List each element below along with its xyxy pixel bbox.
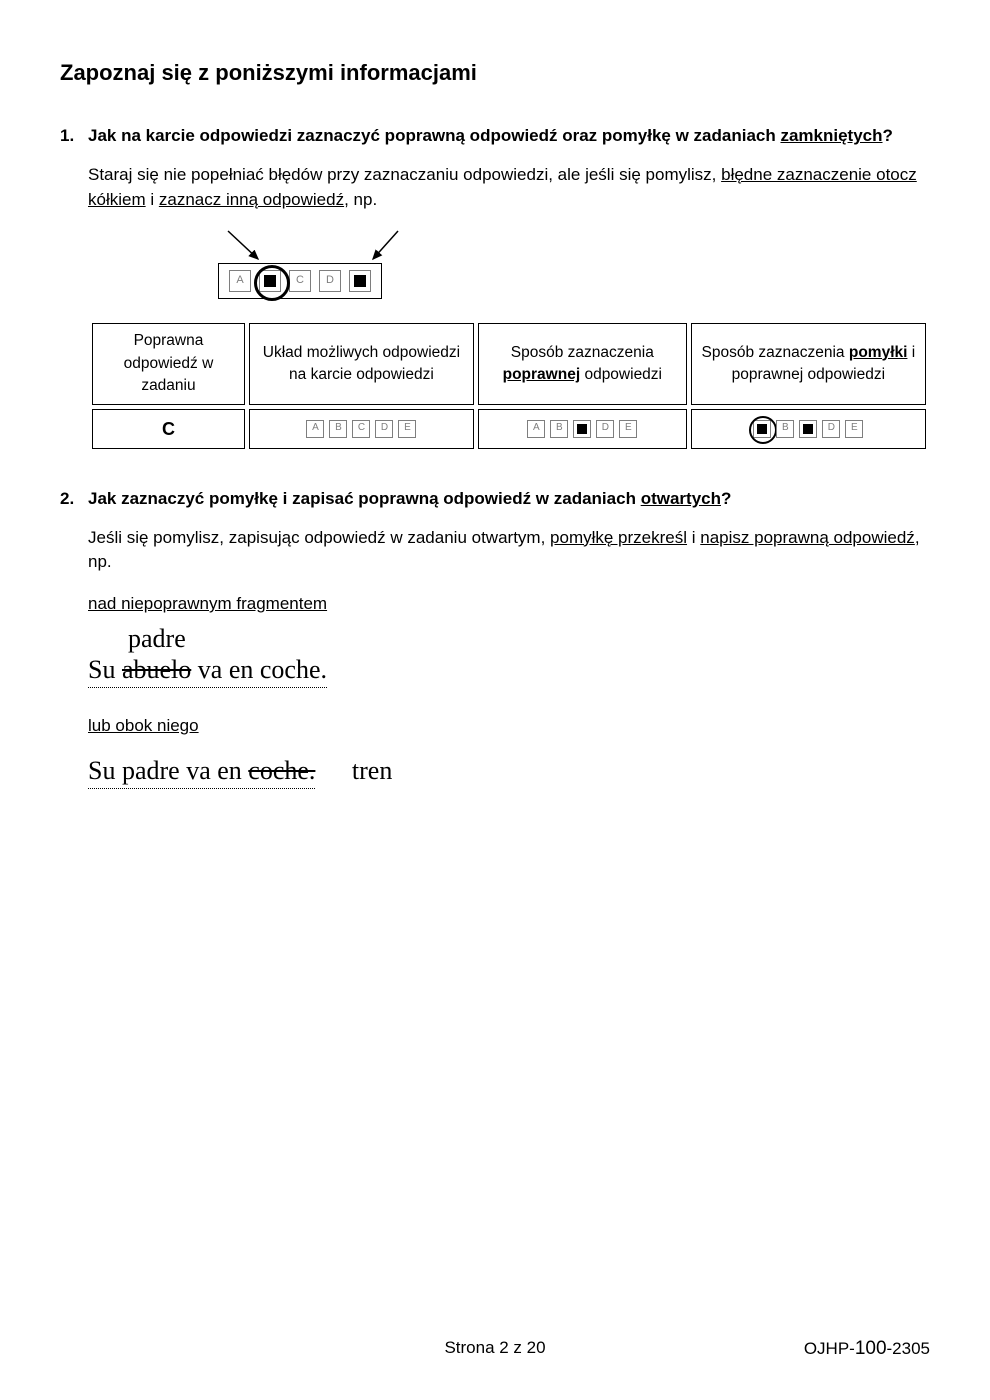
demo-diagram-inner: A CD [218,229,418,299]
answer-box-C [799,420,817,438]
example-2-beside: tren [352,756,392,785]
demo-diagram: A CD [218,229,930,299]
answer-box-E: E [845,420,863,438]
answer-box-C: C [352,420,370,438]
item-2-heading-text: Jak zaznaczyć pomyłkę i zapisać poprawną… [88,489,731,509]
item-1-heading: 1. Jak na karcie odpowiedzi zaznaczyć po… [60,126,930,146]
example-1-above: padre [128,623,930,654]
item-1-number: 1. [60,126,88,146]
footer-page-number: Strona 2 z 20 [444,1338,545,1358]
demo-answer-row: A CD [218,263,382,299]
demo-arrows [218,229,418,263]
answer-box-C: C [289,270,311,292]
example-2: lub obok niego Su padre va en coche. tre… [88,714,930,789]
example-1: nad niepoprawnym fragmentem padre Su abu… [88,592,930,688]
cell-mistake-mark: B DE [691,409,926,449]
answer-box-B: B [776,420,794,438]
instruction-list: 1. Jak na karcie odpowiedzi zaznaczyć po… [60,126,930,789]
answer-box-D: D [596,420,614,438]
item-2-number: 2. [60,489,88,509]
table-header: Układ możliwych odpowiedzi na karcie odp… [249,323,474,404]
example-1-line: Su abuelo va en coche. [88,654,930,688]
item-1-heading-text: Jak na karcie odpowiedzi zaznaczyć popra… [88,126,893,146]
answer-box-E: E [398,420,416,438]
item-1-paragraph: Staraj się nie popełniać błędów przy zaz… [88,163,930,212]
answer-box-A: A [527,420,545,438]
answer-box-C [573,420,591,438]
cell-correct-answer: C [92,409,245,449]
table-header: Sposób zaznaczenia poprawnej odpowiedzi [478,323,687,404]
answer-box-A: A [229,270,251,292]
example-1-label: nad niepoprawnym fragmentem [88,592,930,617]
item-2-paragraph: Jeśli się pomylisz, zapisując odpowiedź … [88,526,930,575]
table-header-row: Poprawna odpowiedź w zadaniuUkład możliw… [92,323,926,404]
item-2-heading: 2. Jak zaznaczyć pomyłkę i zapisać popra… [60,489,930,509]
footer-doc-code: OJHP-100-2305 [804,1338,930,1360]
cell-correct-mark: AB DE [478,409,687,449]
instruction-item-1: 1. Jak na karcie odpowiedzi zaznaczyć po… [60,126,930,453]
answer-box-D: D [319,270,341,292]
answer-box-D: D [822,420,840,438]
example-2-line: Su padre va en coche. tren [88,755,930,789]
example-2-label: lub obok niego [88,714,930,739]
answer-box-E: E [619,420,637,438]
cell-layout: ABCDE [249,409,474,449]
page-title: Zapoznaj się z poniższymi informacjami [60,60,930,86]
table-header: Poprawna odpowiedź w zadaniu [92,323,245,404]
answer-box-E [349,270,371,292]
page-footer: Strona 2 z 20 OJHP-100-2305 [0,1338,990,1360]
answer-table: Poprawna odpowiedź w zadaniuUkład możliw… [88,319,930,453]
item-2-body: Jeśli się pomylisz, zapisując odpowiedź … [88,526,930,789]
answer-box-B: B [329,420,347,438]
table-header: Sposób zaznaczenia pomyłki i poprawnej o… [691,323,926,404]
answer-box-A: A [306,420,324,438]
instruction-item-2: 2. Jak zaznaczyć pomyłkę i zapisać popra… [60,489,930,789]
answer-box-A [753,420,771,438]
item-1-body: Staraj się nie popełniać błędów przy zaz… [88,163,930,453]
answer-box-B: B [550,420,568,438]
table-row: C ABCDE ABDE BDE [92,409,926,449]
page-content: Zapoznaj się z poniższymi informacjami 1… [0,0,990,789]
answer-box-B [259,270,281,292]
answer-box-D: D [375,420,393,438]
